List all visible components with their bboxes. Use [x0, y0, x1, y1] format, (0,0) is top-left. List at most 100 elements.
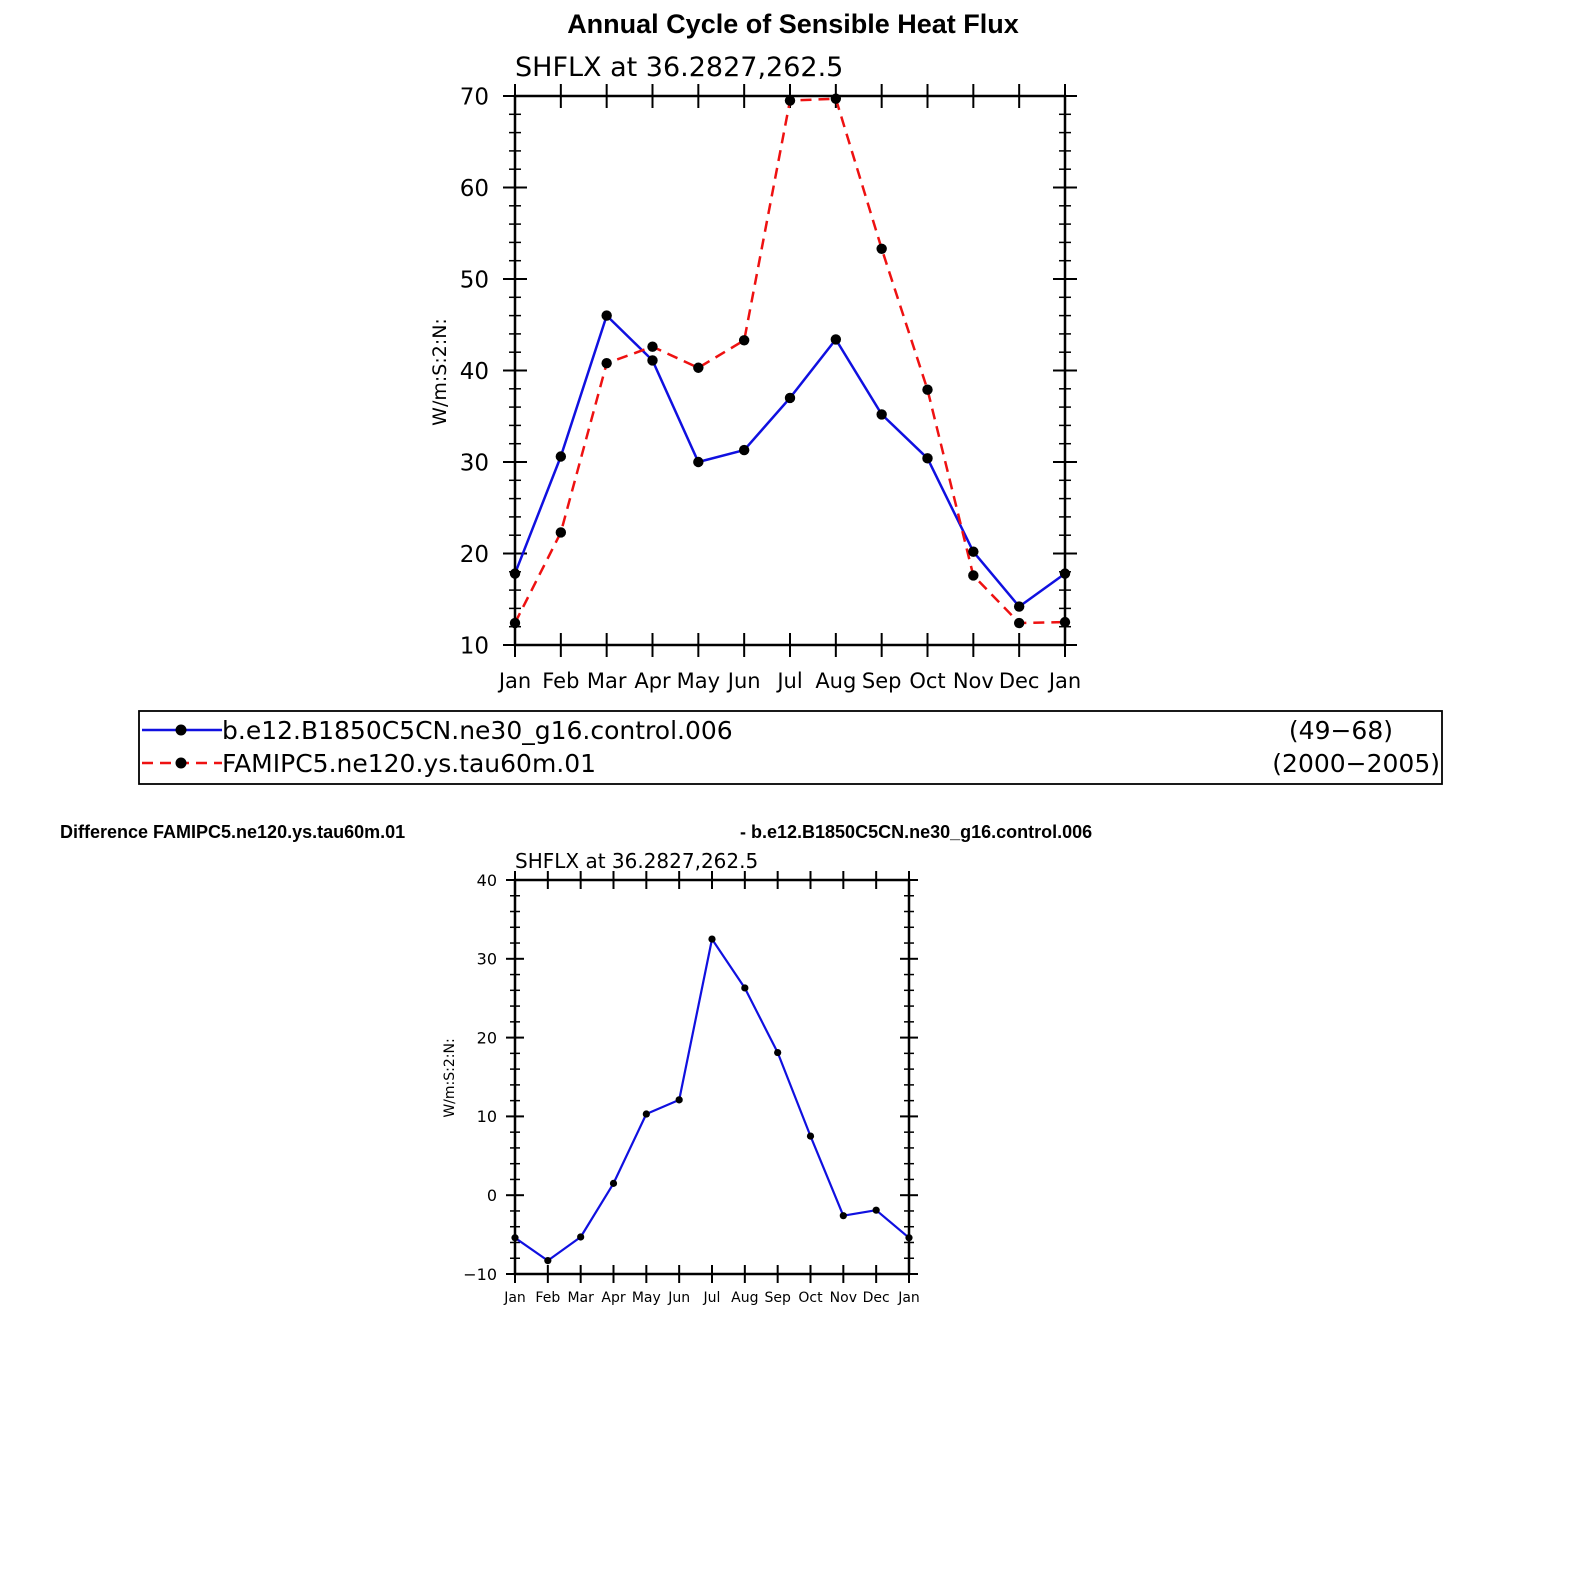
series-1-point	[738, 335, 750, 346]
series-0-point	[784, 392, 796, 404]
top-chart-x-tick-labels: Jan Feb Mar Apr May Jun Jul Aug Sep Oct Nov Dec Jan	[497, 669, 1081, 693]
y-tick-label: −10	[463, 1265, 497, 1284]
legend-label-control: b.e12.B1850C5CN.ne30_g16.control.006	[222, 716, 733, 745]
series-1-point	[647, 341, 658, 352]
series-0-point	[876, 409, 887, 420]
top-chart: SHFLX at 36.2827,262.5 W/m:S:2:N: 10 20 30…	[429, 52, 1081, 693]
top-chart-y-axis-label: W/m:S:2:N:	[429, 318, 451, 426]
series-0-point	[806, 1132, 815, 1140]
series-0-point	[839, 1212, 847, 1220]
difference-title-left: Difference FAMIPC5.ne120.ys.tau60m.01	[60, 822, 405, 842]
series-0-point	[693, 456, 704, 468]
x-tick-label: Jul	[775, 669, 802, 693]
x-tick-label: Feb	[535, 1290, 560, 1306]
series-line-1	[513, 97, 1066, 625]
x-tick-label: Jun	[726, 669, 761, 693]
series-0-point	[738, 444, 750, 456]
legend-period-famip: (2000−2005)	[1272, 749, 1440, 778]
x-tick-label: Aug	[815, 669, 856, 693]
difference-chart: SHFLX at 36.2827,262.5 W/m:S:2:N: −10 0 10…	[442, 849, 920, 1306]
series-1-point	[922, 384, 933, 395]
x-tick-label: Mar	[567, 1290, 594, 1306]
y-tick-label: 10	[477, 1107, 497, 1126]
series-0-point	[642, 1110, 650, 1118]
x-tick-label: Feb	[542, 669, 579, 693]
series-line-0	[514, 937, 910, 1262]
legend-label-famip: FAMIPC5.ne120.ys.tau60m.01	[222, 749, 596, 778]
top-chart-subtitle: SHFLX at 36.2827,262.5	[515, 52, 843, 83]
x-tick-label: Nov	[953, 669, 994, 693]
x-tick-label: Jun	[667, 1290, 690, 1306]
series-0-point	[1013, 601, 1025, 612]
x-tick-label: Jul	[703, 1290, 721, 1306]
series-0-point	[675, 1096, 683, 1104]
x-tick-label: Jan	[497, 669, 531, 693]
legend-entry-famip: FAMIPC5.ne120.ys.tau60m.01 (2000−2005)	[142, 749, 1440, 778]
x-tick-label: Jan	[1047, 669, 1081, 693]
legend-entry-control: b.e12.B1850C5CN.ne30_g16.control.006 (49…	[142, 716, 1393, 745]
difference-chart-x-tick-labels: Jan Feb Mar Apr May Jun Jul Aug Sep Oct Nov Dec Jan	[503, 1290, 920, 1306]
x-tick-label: Oct	[798, 1290, 823, 1306]
legend-marker	[175, 724, 187, 736]
x-tick-label: May	[677, 669, 720, 693]
series-line-0	[513, 314, 1066, 608]
y-tick-label: 0	[487, 1186, 497, 1205]
series-0-point	[555, 451, 567, 462]
y-tick-label: 40	[460, 359, 489, 385]
x-tick-label: May	[632, 1290, 661, 1306]
top-chart-series	[509, 93, 1071, 629]
series-1-point	[555, 527, 567, 538]
series-1-point	[601, 357, 612, 369]
series-0-point	[741, 984, 749, 992]
legend-box	[138, 710, 1443, 785]
top-chart-plot-frame	[513, 94, 1067, 647]
difference-chart-plot-frame	[513, 878, 911, 1276]
series-0-point	[774, 1048, 782, 1057]
y-tick-label: 60	[460, 176, 489, 202]
y-tick-label: 20	[477, 1028, 497, 1047]
difference-chart-ticks	[506, 871, 918, 1283]
x-tick-label: Oct	[909, 669, 945, 693]
series-0-point	[708, 935, 716, 943]
legend-marker	[175, 757, 187, 769]
x-tick-label: Nov	[830, 1290, 857, 1306]
series-0-point	[647, 355, 658, 366]
x-tick-label: Sep	[862, 669, 902, 693]
x-tick-label: Dec	[999, 669, 1040, 693]
main-title: Annual Cycle of Sensible Heat Flux	[567, 9, 1019, 39]
difference-title-right: - b.e12.B1850C5CN.ne30_g16.control.006	[740, 822, 1092, 842]
x-tick-label: Aug	[731, 1290, 758, 1306]
y-tick-label: 10	[460, 633, 489, 659]
series-1-point	[784, 95, 796, 106]
difference-chart-series	[511, 935, 913, 1265]
series-1-point	[968, 570, 979, 581]
y-tick-label: 50	[460, 267, 489, 293]
series-0-point	[922, 453, 933, 464]
legend-period-control: (49−68)	[1289, 716, 1393, 745]
x-tick-label: Dec	[863, 1290, 890, 1306]
y-tick-label: 20	[460, 542, 489, 568]
x-tick-label: Jan	[897, 1290, 920, 1306]
legend: b.e12.B1850C5CN.ne30_g16.control.006 (49…	[138, 710, 1443, 785]
series-1-point	[693, 362, 704, 373]
x-tick-label: Apr	[601, 1290, 625, 1306]
series-0-point	[601, 310, 612, 321]
series-0-point	[830, 334, 842, 345]
x-tick-label: Mar	[587, 669, 627, 693]
series-0-point	[544, 1257, 552, 1265]
difference-chart-subtitle: SHFLX at 36.2827,262.5	[515, 849, 758, 873]
y-tick-label: 40	[477, 871, 497, 890]
difference-chart-y-axis-label: W/m:S:2:N:	[442, 1038, 458, 1117]
y-tick-label: 70	[460, 84, 489, 110]
difference-chart-y-tick-labels: −10 0 10 20 30 40	[463, 871, 497, 1284]
series-0-point	[872, 1206, 880, 1214]
series-0-point	[577, 1233, 585, 1241]
series-1-point	[1013, 617, 1025, 629]
series-0-point	[609, 1179, 618, 1187]
x-tick-label: Sep	[764, 1290, 791, 1306]
top-chart-y-tick-labels: 10 20 30 40 50 60 70	[460, 84, 489, 659]
y-tick-label: 30	[477, 950, 497, 969]
series-1-point	[876, 243, 887, 255]
y-tick-label: 30	[460, 450, 489, 476]
